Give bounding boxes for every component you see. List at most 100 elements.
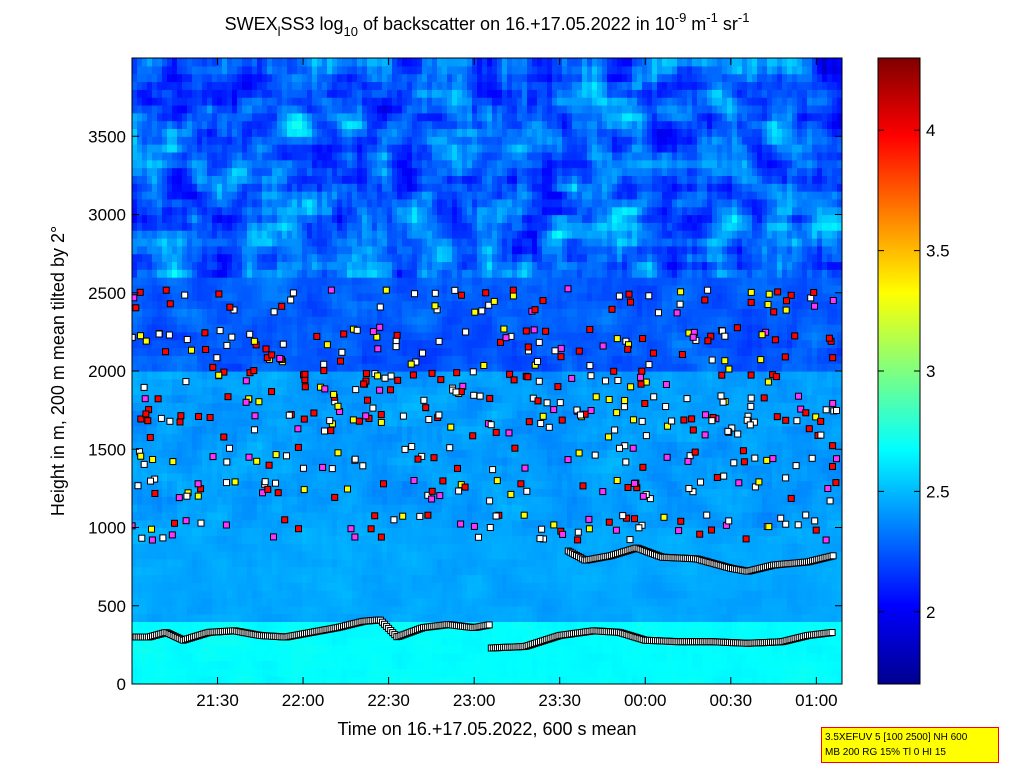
detection-marker	[246, 330, 254, 338]
detection-marker	[622, 458, 630, 466]
detection-marker	[794, 521, 802, 529]
detection-marker	[826, 497, 834, 505]
detection-marker	[642, 432, 650, 440]
detection-marker	[340, 330, 348, 338]
detection-marker	[485, 301, 493, 309]
detection-marker	[637, 373, 644, 381]
detection-marker	[725, 365, 733, 373]
y-tick-label: 2000	[88, 362, 126, 381]
detection-marker	[159, 534, 167, 542]
colorbar-tick-label: 4	[926, 121, 935, 140]
detection-marker	[611, 426, 619, 434]
y-axis-label: Height in m, 200 m mean tilted by 2°	[48, 226, 68, 516]
detection-marker	[250, 367, 258, 375]
detection-marker	[376, 386, 384, 394]
detection-marker	[521, 464, 529, 472]
detection-marker	[331, 493, 339, 501]
detection-marker	[144, 417, 152, 425]
detection-marker	[787, 291, 795, 299]
detection-marker	[453, 369, 461, 377]
colorbar-tick-label: 3.5	[926, 242, 950, 261]
detection-marker	[797, 405, 805, 413]
detection-marker	[294, 443, 302, 451]
detection-marker	[677, 288, 685, 296]
detection-marker	[399, 412, 407, 420]
detection-marker	[362, 412, 370, 420]
detection-marker	[524, 373, 532, 381]
detection-marker	[420, 396, 428, 404]
detection-marker	[645, 292, 653, 300]
detection-marker	[621, 397, 629, 404]
detection-marker	[347, 525, 355, 533]
detection-marker	[539, 297, 547, 305]
detection-marker	[177, 412, 185, 420]
detection-marker	[817, 431, 825, 439]
y-tick-label: 3000	[88, 206, 126, 225]
detection-marker	[319, 463, 327, 471]
detection-marker	[294, 425, 302, 433]
detection-marker	[223, 479, 230, 487]
detection-marker	[270, 308, 278, 316]
detection-marker	[573, 406, 581, 414]
detection-marker	[289, 289, 297, 297]
detection-marker	[147, 477, 154, 485]
detection-marker	[825, 334, 833, 342]
detection-marker	[476, 392, 484, 400]
detection-marker	[811, 517, 819, 525]
detection-marker	[708, 356, 716, 364]
detection-marker	[489, 466, 497, 474]
detection-marker	[507, 490, 515, 498]
detection-marker	[447, 423, 455, 431]
detection-marker	[557, 344, 565, 352]
detection-marker	[321, 385, 329, 393]
detection-marker	[251, 426, 258, 434]
detection-marker	[399, 512, 407, 520]
detection-marker	[377, 533, 385, 541]
detection-marker	[829, 399, 837, 407]
detection-marker	[592, 393, 600, 401]
detection-marker	[691, 448, 699, 456]
detection-marker	[641, 400, 649, 407]
detection-marker	[482, 289, 490, 297]
detection-marker	[615, 292, 623, 300]
detection-marker	[428, 495, 436, 503]
detection-marker	[371, 512, 379, 520]
detection-marker	[162, 348, 169, 356]
detection-marker	[605, 433, 612, 441]
detection-marker	[829, 297, 837, 304]
detection-marker	[637, 380, 645, 388]
x-tick-label: 22:00	[282, 691, 325, 710]
detection-marker	[142, 337, 150, 345]
detection-marker	[747, 402, 755, 410]
detection-marker	[605, 396, 613, 403]
detection-marker	[295, 525, 302, 533]
detection-marker	[811, 302, 818, 310]
detection-marker	[137, 415, 145, 423]
detection-marker	[725, 517, 733, 525]
detection-marker	[454, 464, 461, 472]
detection-marker	[451, 286, 459, 294]
detection-marker	[168, 531, 176, 539]
detection-marker	[551, 347, 559, 355]
detection-marker	[480, 362, 488, 369]
detection-marker	[148, 525, 155, 533]
detection-marker	[534, 358, 541, 365]
colorbar-ticks: 2 2.5 3 3.5 4	[878, 121, 950, 622]
detection-marker	[411, 290, 418, 298]
detection-marker	[564, 456, 572, 464]
colorbar-tick-label: 3	[926, 362, 935, 381]
detection-marker	[471, 308, 479, 316]
detection-marker	[369, 328, 377, 335]
detection-marker	[537, 420, 545, 427]
detection-marker	[747, 298, 755, 306]
detection-marker	[702, 411, 709, 419]
detection-marker	[631, 515, 638, 523]
detection-marker	[182, 517, 190, 525]
detection-marker	[721, 332, 729, 340]
detection-marker	[486, 394, 494, 402]
detection-marker	[301, 370, 309, 378]
detection-marker	[556, 399, 564, 407]
detection-marker	[268, 351, 276, 359]
detection-marker	[751, 454, 759, 462]
